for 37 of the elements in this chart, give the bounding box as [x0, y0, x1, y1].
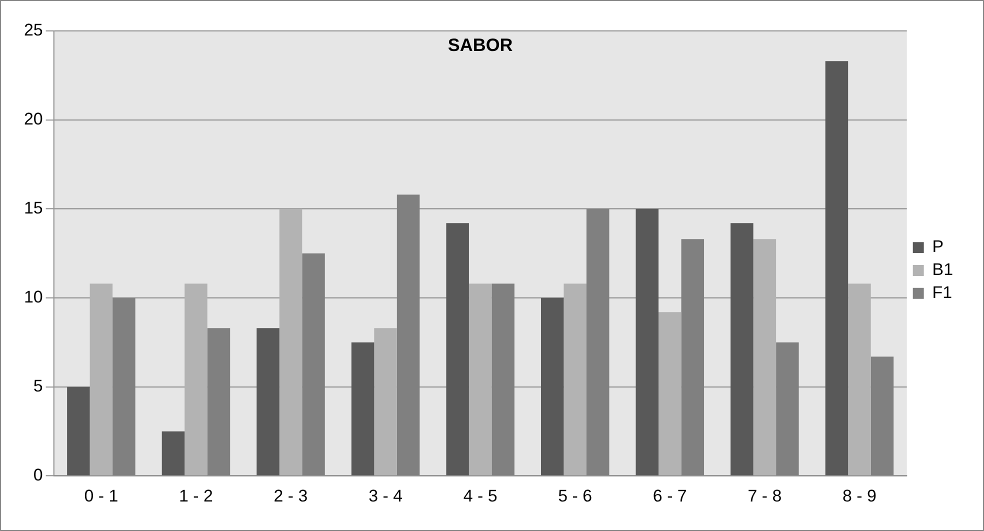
x-tick-label: 0 - 1 [84, 486, 118, 506]
x-tick-label: 4 - 5 [463, 486, 498, 506]
x-tick-label: 7 - 8 [748, 486, 782, 506]
bar [256, 328, 280, 476]
y-tick-label: 20 [24, 110, 43, 129]
y-tick-label: 0 [33, 465, 43, 484]
bar [658, 312, 682, 476]
bar [468, 284, 492, 476]
bar [848, 284, 871, 476]
legend-label: P [932, 237, 944, 256]
bar [753, 239, 776, 476]
bar [90, 284, 113, 476]
chart-title: SABOR [448, 34, 513, 55]
bar [564, 284, 586, 476]
x-tick-label: 1 - 2 [179, 486, 213, 506]
y-tick-label: 25 [24, 20, 43, 40]
y-tick-label: 15 [24, 198, 43, 218]
bar [67, 386, 90, 476]
bar [374, 328, 397, 476]
x-tick-label: 2 - 3 [274, 486, 308, 506]
x-tick-label: 3 - 4 [368, 486, 403, 506]
bar [446, 223, 469, 476]
bar [184, 284, 208, 476]
bar [825, 61, 848, 476]
bar [636, 208, 659, 476]
x-tick-label: 5 - 6 [558, 486, 592, 506]
bar [540, 298, 564, 476]
y-tick-label: 10 [24, 288, 43, 307]
x-tick-label: 8 - 9 [842, 486, 876, 506]
legend-label: F1 [932, 283, 952, 302]
bar [162, 431, 185, 476]
bar [279, 208, 302, 476]
legend-label: B1 [932, 260, 954, 280]
x-tick-label: 6 - 7 [652, 486, 687, 506]
bar [351, 342, 374, 476]
y-tick-label: 5 [33, 376, 43, 396]
bar [730, 223, 754, 476]
